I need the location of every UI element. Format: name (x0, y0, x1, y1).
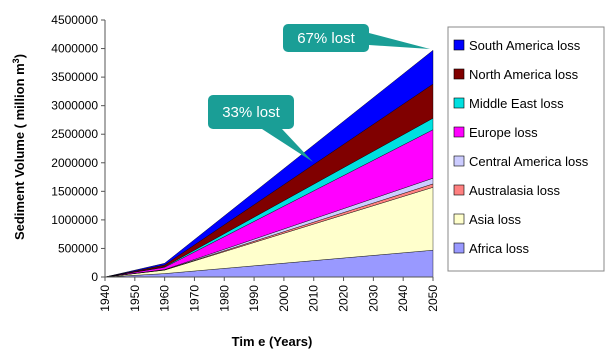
legend-item: Europe loss (453, 125, 538, 140)
y-axis-title: Sediment Volume ( million m3) (11, 54, 27, 240)
legend-label: Europe loss (469, 125, 538, 140)
x-tick-label: 1990 (247, 285, 261, 312)
x-tick-label: 2000 (277, 285, 291, 312)
x-tick-label: 1950 (128, 285, 142, 312)
legend-swatch (453, 68, 465, 80)
y-tick-label: 1000000 (51, 213, 98, 227)
legend-box (447, 26, 605, 272)
x-tick-label: 2040 (396, 285, 410, 312)
legend-item: Asia loss (453, 212, 522, 227)
area-series-group (104, 49, 434, 278)
y-axis-title-superscript: 3 (11, 58, 21, 63)
y-tick-label: 0 (91, 270, 98, 284)
x-tick-label: 1940 (98, 285, 112, 312)
x-tick-label: 1980 (217, 285, 231, 312)
callout: 67% lost (283, 24, 430, 52)
callout: 33% lost (208, 95, 313, 162)
legend-item: Middle East loss (453, 96, 564, 111)
legend: South America loss North America loss Midd… (447, 26, 605, 272)
legend-label: South America loss (469, 38, 581, 53)
callout-label: 33% lost (222, 104, 280, 121)
area-south-america-loss (104, 49, 434, 278)
callout-pointer (369, 33, 430, 49)
legend-swatch (453, 155, 465, 167)
legend-swatch (453, 213, 465, 225)
legend-swatch (453, 184, 465, 196)
y-tick-label: 3000000 (51, 99, 98, 113)
y-tick-label: 4000000 (51, 42, 98, 56)
axes (101, 19, 434, 281)
x-tick-labels: 1940 1950 1960 1970 1980 1990 2000 2010 2020 2030… (98, 285, 440, 312)
y-tick-label: 3500000 (51, 70, 98, 84)
callout-pointer (262, 129, 313, 162)
legend-item: Central America loss (453, 154, 589, 169)
legend-label: Middle East loss (469, 96, 564, 111)
x-tick-label: 2050 (426, 285, 440, 312)
y-tick-label: 1500000 (51, 184, 98, 198)
x-tick-label: 1970 (187, 285, 201, 312)
callout-box (283, 24, 369, 52)
legend-item: South America loss (453, 38, 581, 53)
legend-swatch (453, 97, 465, 109)
legend-swatch (453, 242, 465, 254)
legend-swatch (453, 39, 465, 51)
callouts: 67% lost 33% lost (208, 24, 430, 162)
legend-item: North America loss (453, 67, 579, 82)
y-tick-label: 500000 (58, 241, 98, 255)
x-tick-label: 1960 (158, 285, 172, 312)
callout-label: 67% lost (297, 30, 355, 47)
legend-label: Central America loss (469, 154, 589, 169)
y-tick-label: 2500000 (51, 127, 98, 141)
x-tick-label: 2020 (337, 285, 351, 312)
y-tick-label: 2000000 (51, 156, 98, 170)
x-tick-label: 2030 (366, 285, 380, 312)
x-tick-label: 2010 (307, 285, 321, 312)
callout-box (208, 95, 294, 129)
y-tick-labels: 0 500000 1000000 1500000 2000000 2500000 30000… (51, 13, 98, 284)
legend-label: Asia loss (469, 212, 522, 227)
x-axis-title: Tim e (Years) (232, 334, 313, 349)
legend-item: Africa loss (453, 241, 529, 256)
legend-label: Africa loss (469, 241, 529, 256)
legend-label: North America loss (469, 67, 579, 82)
legend-swatch (453, 126, 465, 138)
y-tick-label: 4500000 (51, 13, 98, 27)
legend-item: Australasia loss (453, 183, 561, 198)
legend-label: Australasia loss (469, 183, 561, 198)
